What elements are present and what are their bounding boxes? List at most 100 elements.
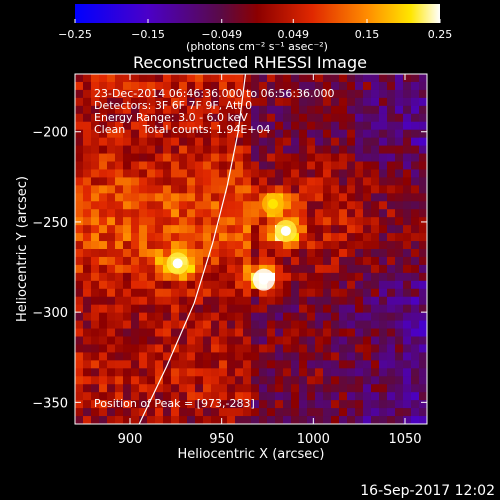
heatmap-cell xyxy=(139,264,148,274)
heatmap-cell xyxy=(299,376,308,385)
heatmap-cell xyxy=(363,129,372,139)
heatmap-cell xyxy=(219,74,228,83)
heatmap-cell xyxy=(363,400,372,409)
heatmap-cell xyxy=(411,177,420,186)
heatmap-cell xyxy=(275,153,284,163)
heatmap-cell xyxy=(155,296,164,306)
heatmap-cell xyxy=(275,177,284,186)
heatmap-cell xyxy=(203,249,212,258)
heatmap-cell xyxy=(395,153,404,163)
heatmap-cell xyxy=(291,153,300,163)
heatmap-cell xyxy=(179,241,188,250)
heatmap-cell xyxy=(179,376,188,385)
heatmap-cell xyxy=(339,233,348,242)
heatmap-cell xyxy=(107,169,116,178)
heatmap-cell xyxy=(131,272,140,282)
heatmap-cell xyxy=(195,288,204,298)
heatmap-cell xyxy=(187,193,196,202)
heatmap-cell xyxy=(83,296,92,306)
heatmap-cell xyxy=(395,400,404,409)
heatmap-cell xyxy=(283,400,292,409)
heatmap-cell xyxy=(219,416,228,424)
heatmap-cell xyxy=(315,113,324,123)
heatmap-cell xyxy=(251,145,260,155)
heatmap-cell xyxy=(243,408,252,417)
heatmap-cell xyxy=(195,272,204,282)
heatmap-cell xyxy=(195,384,204,393)
heatmap-cell xyxy=(387,225,396,234)
heatmap-cell xyxy=(115,328,124,338)
heatmap-cell xyxy=(235,177,244,186)
heatmap-cell xyxy=(411,304,420,314)
heatmap-cell xyxy=(123,304,132,314)
heatmap-cell xyxy=(123,145,132,155)
heatmap-cell xyxy=(83,153,92,163)
heatmap-cell xyxy=(179,272,188,282)
heatmap-cell xyxy=(251,74,260,83)
heatmap-cell xyxy=(219,169,228,178)
heatmap-cell xyxy=(107,328,116,338)
heatmap-cell xyxy=(115,296,124,306)
heatmap-cell xyxy=(251,169,260,178)
heatmap-cell xyxy=(123,384,132,393)
heatmap-cell xyxy=(227,225,236,234)
heatmap-cell xyxy=(83,304,92,314)
heatmap-cell xyxy=(419,360,427,369)
heatmap-cell xyxy=(387,256,396,266)
heatmap-cell xyxy=(243,344,252,353)
heatmap-cell xyxy=(83,320,92,330)
heatmap-cell xyxy=(195,81,204,91)
heatmap-cell xyxy=(155,145,164,155)
heatmap-cell xyxy=(107,241,116,250)
heatmap-cell xyxy=(139,320,148,330)
heatmap-cell xyxy=(155,217,164,226)
heatmap-cell xyxy=(203,376,212,385)
heatmap-cell xyxy=(219,233,228,242)
heatmap-cell xyxy=(163,400,172,409)
heatmap-cell xyxy=(411,280,420,290)
heatmap-cell xyxy=(371,177,380,186)
heatmap-cell xyxy=(323,288,332,298)
heatmap-cell xyxy=(115,304,124,314)
heatmap-cell xyxy=(123,97,132,107)
heatmap-cell xyxy=(355,145,364,155)
heatmap-cell xyxy=(219,97,228,107)
heatmap-cell xyxy=(203,193,212,202)
heatmap-cell xyxy=(83,233,92,242)
heatmap-cell xyxy=(419,225,427,234)
heatmap-cell xyxy=(403,392,412,401)
heatmap-cell xyxy=(347,161,356,171)
heatmap-cell xyxy=(243,368,252,377)
heatmap-cell xyxy=(379,312,388,322)
heatmap-cell xyxy=(251,360,260,369)
heatmap-cell xyxy=(291,193,300,202)
heatmap-cell xyxy=(411,105,420,115)
heatmap-cell xyxy=(419,241,427,250)
heatmap-cell xyxy=(83,193,92,202)
heatmap-cell xyxy=(91,408,100,417)
heatmap-cell xyxy=(419,129,427,139)
y-tick-label: −200 xyxy=(32,126,68,141)
heatmap-cell xyxy=(419,105,427,115)
heatmap-cell xyxy=(187,233,196,242)
heatmap-cell xyxy=(387,113,396,123)
heatmap-cell xyxy=(203,272,212,282)
heatmap-cell xyxy=(179,209,188,218)
heatmap-cell xyxy=(195,368,204,377)
heatmap-cell xyxy=(75,105,84,115)
heatmap-cell xyxy=(411,129,420,139)
heatmap-cell xyxy=(131,408,140,417)
heatmap-cell xyxy=(171,217,180,226)
heatmap-cell xyxy=(355,121,364,131)
heatmap-cell xyxy=(315,169,324,178)
heatmap-cell xyxy=(307,193,316,202)
heatmap-cell xyxy=(259,105,268,115)
heatmap-cell xyxy=(251,384,260,393)
heatmap-cell xyxy=(187,320,196,330)
heatmap-cell xyxy=(147,288,156,298)
heatmap-cell xyxy=(403,312,412,322)
heatmap-cell xyxy=(259,344,268,353)
heatmap-cell xyxy=(227,368,236,377)
heatmap-cell xyxy=(235,129,244,139)
heatmap-cell xyxy=(347,89,356,99)
